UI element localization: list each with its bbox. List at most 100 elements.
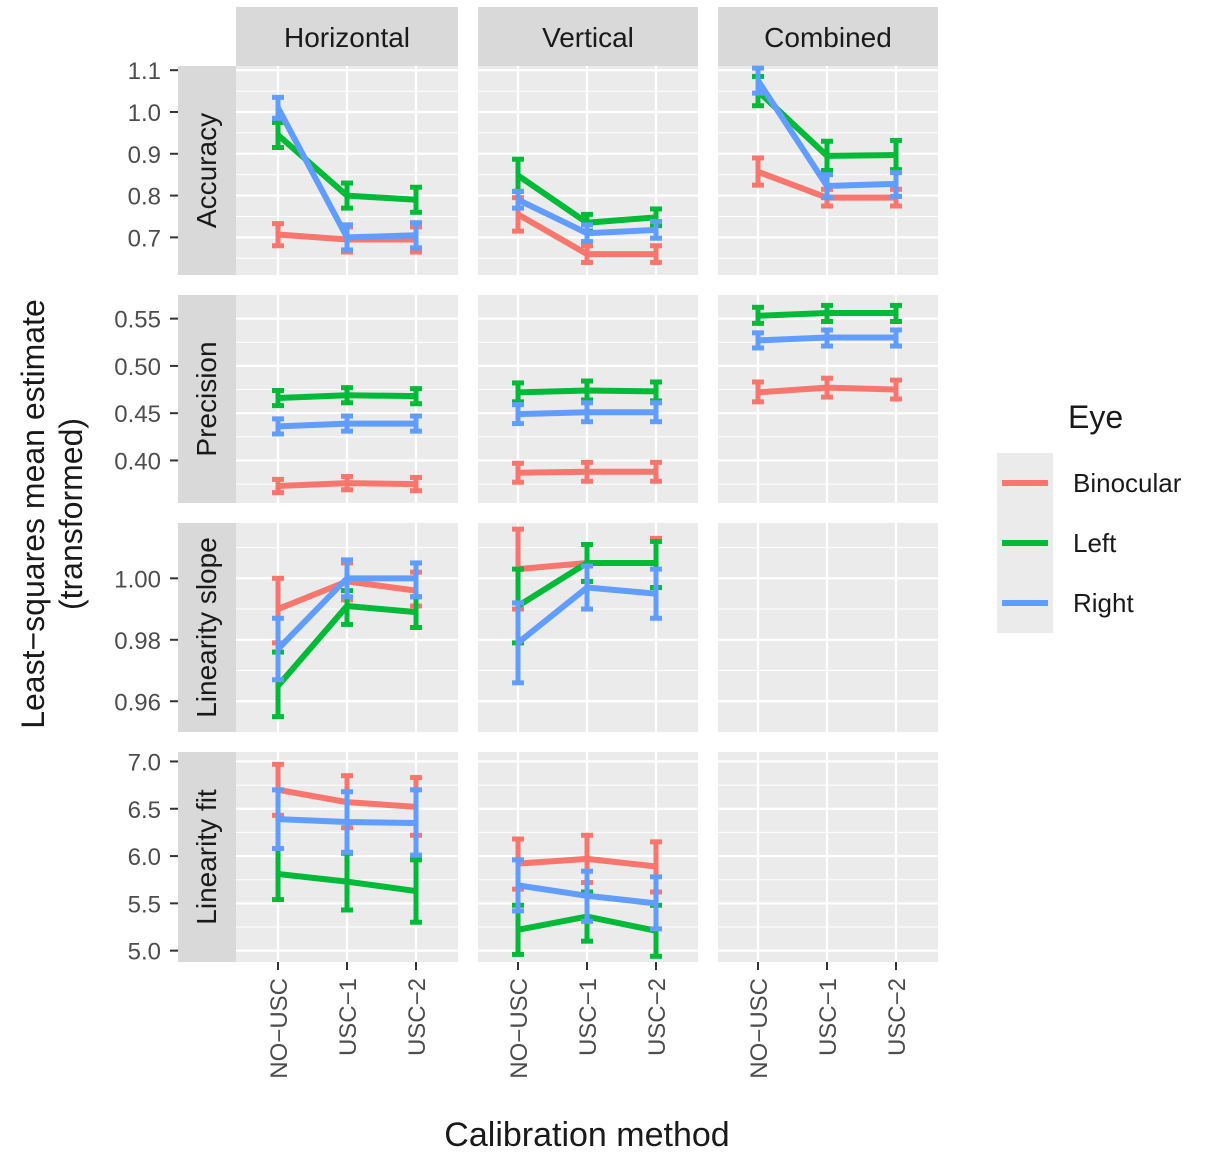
- row-strip-label-linearity-slope: Linearity slope: [191, 537, 222, 718]
- y-tick-label: 5.0: [128, 939, 161, 966]
- data-point-right: [584, 893, 590, 899]
- y-tick-label: 0.50: [114, 354, 161, 381]
- data-point-left: [824, 153, 830, 159]
- data-point-right: [515, 197, 521, 203]
- data-point-right: [755, 78, 761, 84]
- data-point-binocular: [653, 251, 659, 257]
- column-strip-combined: [718, 7, 938, 66]
- legend-label-binocular: Binocular: [1073, 468, 1182, 498]
- column-strip-horizontal: [236, 7, 458, 66]
- y-tick-label: 0.96: [114, 689, 161, 716]
- data-point-left: [893, 310, 899, 316]
- data-point-right: [893, 181, 899, 187]
- data-point-right: [344, 819, 350, 825]
- data-point-left: [344, 879, 350, 885]
- x-tick-label: USC−1: [815, 978, 842, 1056]
- data-point-binocular: [275, 483, 281, 489]
- column-strip-label-combined: Combined: [764, 22, 892, 53]
- data-point-left: [515, 173, 521, 179]
- y-axis-title-line-1: Least−squares mean estimate: [15, 299, 51, 729]
- data-point-right: [824, 335, 830, 341]
- y-tick-label: 0.8: [128, 184, 161, 211]
- y-axis-title-line-2: (transformed): [53, 418, 89, 610]
- data-point-left: [653, 214, 659, 220]
- row-strip-label-accuracy: Accuracy: [191, 113, 222, 228]
- x-tick-label: USC−1: [575, 978, 602, 1056]
- data-point-right: [515, 640, 521, 646]
- data-point-binocular: [893, 387, 899, 393]
- column-strip-vertical: [478, 7, 698, 66]
- data-point-right: [275, 105, 281, 111]
- y-tick-label: 1.00: [114, 566, 161, 593]
- data-point-right: [653, 227, 659, 233]
- y-tick-label: 7.0: [128, 749, 161, 776]
- data-point-right: [584, 409, 590, 415]
- data-point-binocular: [515, 470, 521, 476]
- data-point-right: [755, 337, 761, 343]
- y-tick-label: 0.9: [128, 142, 161, 169]
- data-point-left: [653, 560, 659, 566]
- data-point-binocular: [275, 231, 281, 237]
- data-point-right: [584, 585, 590, 591]
- data-point-binocular: [755, 169, 761, 175]
- column-strip-label-vertical: Vertical: [542, 22, 634, 53]
- data-point-binocular: [755, 389, 761, 395]
- data-point-right: [653, 900, 659, 906]
- data-point-binocular: [413, 481, 419, 487]
- data-point-binocular: [584, 856, 590, 862]
- data-point-right: [344, 575, 350, 581]
- data-point-left: [515, 927, 521, 933]
- x-tick-label: NO−USC: [746, 978, 773, 1079]
- column-strip-label-horizontal: Horizontal: [284, 22, 410, 53]
- data-point-binocular: [653, 469, 659, 475]
- row-strip-linearity-slope: [178, 523, 236, 732]
- data-point-right: [275, 816, 281, 822]
- data-point-left: [413, 393, 419, 399]
- data-point-right: [344, 234, 350, 240]
- data-point-left: [653, 388, 659, 394]
- y-tick-label: 6.0: [128, 844, 161, 871]
- y-tick-label: 0.55: [114, 307, 161, 334]
- row-strip-label-precision: Precision: [191, 341, 222, 456]
- y-tick-label: 0.98: [114, 628, 161, 655]
- data-point-right: [344, 421, 350, 427]
- data-point-right: [413, 575, 419, 581]
- row-strip-accuracy: [178, 66, 236, 275]
- data-point-right: [275, 646, 281, 652]
- row-strip-label-linearity-fit: Linearity fit: [191, 789, 222, 925]
- legend-title: Eye: [1068, 399, 1123, 435]
- data-point-right: [893, 335, 899, 341]
- data-point-binocular: [275, 606, 281, 612]
- data-point-binocular: [515, 211, 521, 217]
- x-tick-label: USC−2: [404, 978, 431, 1056]
- data-point-left: [824, 310, 830, 316]
- data-point-right: [413, 421, 419, 427]
- data-point-left: [413, 197, 419, 203]
- data-point-right: [413, 232, 419, 238]
- y-tick-label: 1.0: [128, 100, 161, 127]
- data-point-left: [275, 132, 281, 138]
- data-point-binocular: [584, 251, 590, 257]
- data-point-binocular: [344, 480, 350, 486]
- row-strip-precision: [178, 295, 236, 503]
- data-point-left: [275, 683, 281, 689]
- y-tick-label: 5.5: [128, 891, 161, 918]
- data-point-left: [344, 193, 350, 199]
- data-point-left: [275, 871, 281, 877]
- data-point-binocular: [653, 863, 659, 869]
- data-point-right: [275, 423, 281, 429]
- data-point-left: [755, 313, 761, 319]
- data-point-right: [653, 409, 659, 415]
- x-tick-label: NO−USC: [266, 978, 293, 1079]
- data-point-left: [515, 389, 521, 395]
- x-tick-label: USC−2: [884, 978, 911, 1056]
- data-point-left: [584, 387, 590, 393]
- x-tick-label: USC−1: [335, 978, 362, 1056]
- y-tick-label: 6.5: [128, 797, 161, 824]
- row-strip-linearity-fit: [178, 752, 236, 962]
- legend-label-right: Right: [1073, 588, 1134, 618]
- x-tick-label: NO−USC: [506, 978, 533, 1079]
- data-point-binocular: [584, 469, 590, 475]
